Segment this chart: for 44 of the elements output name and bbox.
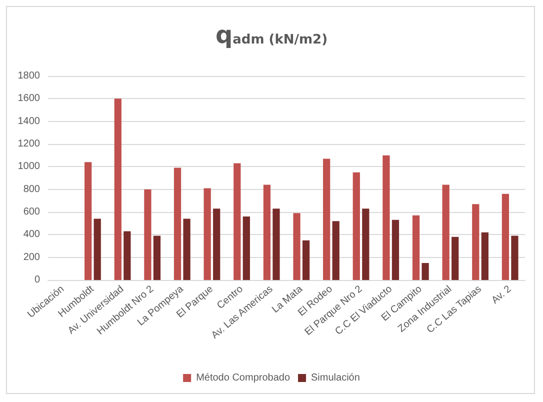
bar xyxy=(174,168,182,280)
bar xyxy=(183,218,190,280)
y-tick-label: 800 xyxy=(23,184,40,195)
bar xyxy=(452,236,459,280)
legend-label: Método Comprobado xyxy=(196,372,290,384)
bar xyxy=(422,263,429,280)
bar xyxy=(302,240,310,280)
y-tick-label: 400 xyxy=(23,229,40,240)
bar xyxy=(124,231,131,280)
bar xyxy=(94,218,101,280)
bar xyxy=(442,184,450,280)
bar xyxy=(502,194,510,280)
bar xyxy=(362,208,370,280)
y-tick-label: 1200 xyxy=(18,138,40,150)
chart-title: qadm (kN/m2) xyxy=(215,21,328,49)
y-tick-label: 0 xyxy=(34,274,40,286)
bar xyxy=(323,158,330,280)
bar xyxy=(382,155,390,280)
bar xyxy=(293,213,300,280)
bar xyxy=(144,189,152,280)
bar xyxy=(481,232,488,280)
bar xyxy=(242,216,250,280)
bar xyxy=(234,163,241,280)
bar xyxy=(263,184,271,280)
y-tick-label: 1000 xyxy=(18,161,40,172)
legend-label: Simulación xyxy=(311,372,360,384)
x-tick-label: Av. 2 xyxy=(490,284,514,306)
y-tick-label: 200 xyxy=(23,252,40,263)
bar xyxy=(153,236,161,280)
bar xyxy=(204,188,211,280)
bar xyxy=(213,208,220,280)
bar xyxy=(272,208,280,280)
bar xyxy=(511,236,518,280)
bar xyxy=(114,98,122,280)
y-tick-label: 1600 xyxy=(18,93,40,104)
bar xyxy=(412,215,420,280)
bar xyxy=(332,221,340,280)
y-tick-label: 1400 xyxy=(18,116,40,127)
bar xyxy=(84,162,92,280)
y-tick-label: 1800 xyxy=(18,70,40,82)
bar xyxy=(352,172,360,280)
y-tick-label: 600 xyxy=(23,206,40,218)
bar xyxy=(392,220,400,280)
bar xyxy=(472,204,480,280)
